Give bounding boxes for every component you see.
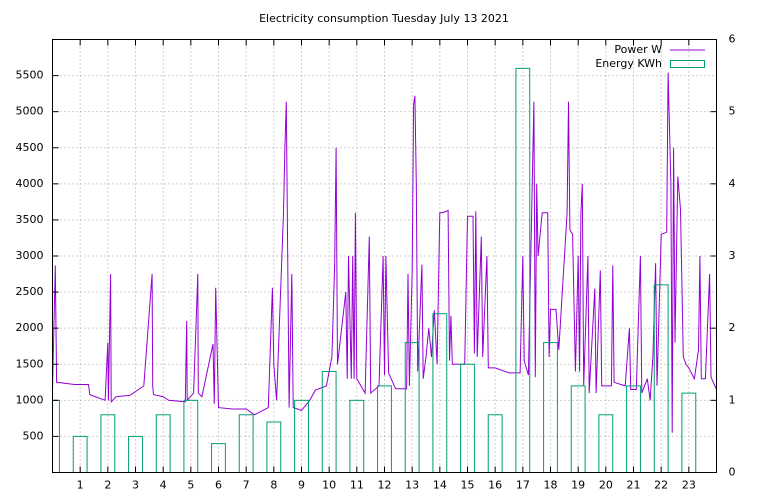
y2-tick-label: 6 bbox=[729, 33, 736, 46]
legend-label: Energy KWh bbox=[595, 57, 662, 70]
y2-tick-label: 1 bbox=[729, 393, 736, 406]
y-tick-label: 3000 bbox=[16, 249, 44, 262]
x-tick-label: 2 bbox=[104, 479, 111, 492]
y-tick-label: 1000 bbox=[16, 393, 44, 406]
x-tick-label: 1 bbox=[77, 479, 84, 492]
legend-swatch bbox=[670, 60, 705, 68]
y-tick-label: 4500 bbox=[16, 141, 44, 154]
x-tick-label: 17 bbox=[516, 479, 530, 492]
x-tick-label: 23 bbox=[682, 479, 696, 492]
legend-label: Power W bbox=[614, 43, 662, 56]
x-tick-label: 12 bbox=[378, 479, 392, 492]
y-tick-label: 1500 bbox=[16, 357, 44, 370]
x-tick-label: 16 bbox=[488, 479, 502, 492]
y-tick-label: 2000 bbox=[16, 321, 44, 334]
y-tick-label: 3500 bbox=[16, 213, 44, 226]
y-tick-label: 2500 bbox=[16, 285, 44, 298]
y-tick-label: 500 bbox=[23, 429, 44, 442]
x-tick-label: 4 bbox=[160, 479, 167, 492]
chart-title: Electricity consumption Tuesday July 13 … bbox=[259, 12, 509, 25]
axes: 1 2 3 4 5 6 7 8 9 10 11 12 13 14 15 16 17 18 19 20 21 22 23500… bbox=[16, 33, 736, 492]
y-tick-label: 5000 bbox=[16, 105, 44, 118]
x-tick-label: 13 bbox=[405, 479, 419, 492]
x-tick-label: 8 bbox=[270, 479, 277, 492]
y-tick-label: 5500 bbox=[16, 69, 44, 82]
y-tick-label: 4000 bbox=[16, 177, 44, 190]
x-tick-label: 14 bbox=[433, 479, 447, 492]
x-tick-label: 19 bbox=[571, 479, 585, 492]
x-tick-label: 15 bbox=[461, 479, 475, 492]
x-tick-label: 21 bbox=[627, 479, 641, 492]
x-tick-label: 18 bbox=[544, 479, 558, 492]
power-line bbox=[52, 72, 717, 433]
y2-tick-label: 4 bbox=[729, 177, 736, 190]
x-tick-label: 22 bbox=[654, 479, 668, 492]
x-tick-label: 9 bbox=[298, 479, 305, 492]
x-tick-label: 11 bbox=[350, 479, 364, 492]
x-tick-label: 20 bbox=[599, 479, 613, 492]
y2-tick-label: 0 bbox=[729, 466, 736, 479]
x-tick-label: 6 bbox=[215, 479, 222, 492]
x-tick-label: 5 bbox=[187, 479, 194, 492]
x-tick-label: 10 bbox=[322, 479, 336, 492]
y2-tick-label: 3 bbox=[729, 249, 736, 262]
x-tick-label: 7 bbox=[243, 479, 250, 492]
x-tick-label: 3 bbox=[132, 479, 139, 492]
y2-tick-label: 2 bbox=[729, 321, 736, 334]
y2-tick-label: 5 bbox=[729, 105, 736, 118]
